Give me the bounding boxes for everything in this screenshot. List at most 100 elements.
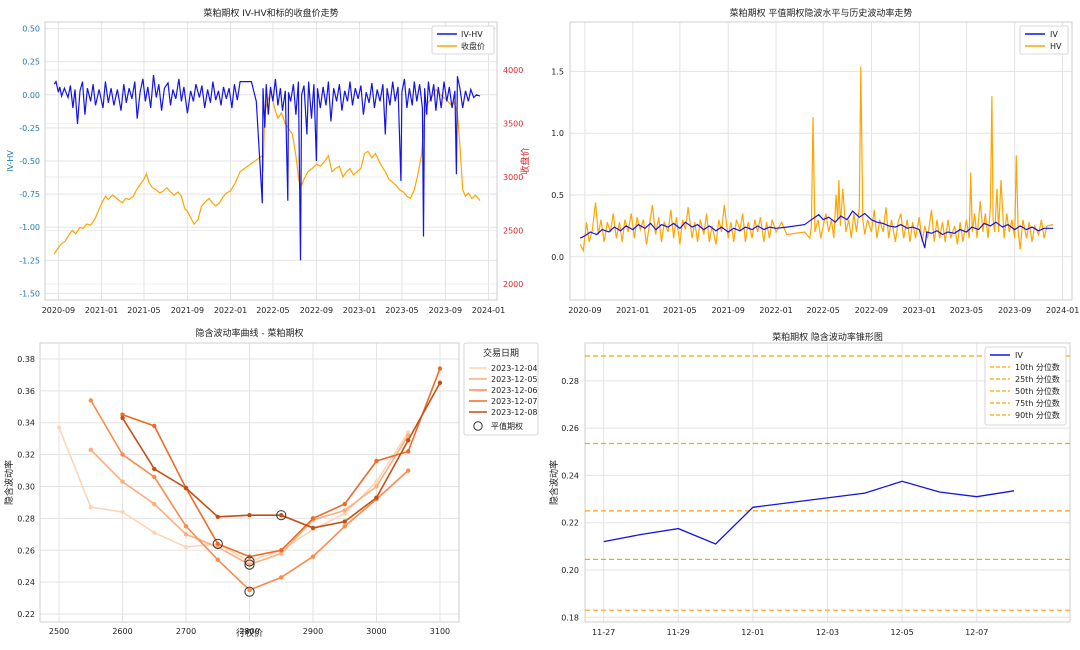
x-tick-label: 3000 [366, 627, 386, 636]
x-tick-label: 2024-01 [472, 306, 505, 315]
series-iv-line [603, 480, 1015, 545]
y-tick-label: 0.24 [561, 471, 579, 480]
smile-point [310, 516, 316, 521]
smile-point [56, 425, 62, 430]
y-axis-label: 隐含波动率 [548, 460, 560, 505]
y-tick-label: 1.5 [551, 67, 564, 76]
x-tick-label: 12-07 [965, 628, 988, 637]
legend-label: 收盘价 [461, 41, 485, 51]
y-tick-label: 0.22 [561, 519, 579, 528]
x-tick-label: 2900 [303, 627, 323, 636]
x-tick-label: 2020-09 [568, 306, 601, 315]
legend-box [431, 25, 495, 55]
x-tick-label: 2022-09 [300, 306, 333, 315]
smile-point [279, 548, 284, 553]
y-tick-label: 0.28 [17, 514, 35, 523]
chart-iv-hv-levels: 0.0 0.5 1.0 1.5 2020-09 2021-01 2021-05 2021-09… [551, 7, 1079, 315]
x-tick-label: 2022-01 [759, 306, 792, 315]
smile-point [406, 449, 411, 454]
smile-point [183, 485, 189, 491]
y-tick-label: 0.32 [17, 451, 35, 460]
chart-iv-hv: -1.50 -1.25 -1.00 -0.75 -0.50 -0.25 0.00 0.25 0.… [6, 7, 531, 315]
smile-point [437, 380, 443, 386]
smile-point [215, 557, 220, 563]
smile-point [152, 530, 157, 535]
legend-label: 2023-12-07 [491, 397, 538, 406]
x-tick-label: 2024-01 [1046, 306, 1079, 315]
y-tick-label: 0.25 [22, 58, 40, 67]
smile-point [310, 525, 316, 531]
x-tick-label: 12-03 [816, 628, 839, 637]
legend-atm-swatch [473, 421, 483, 431]
smile-point [406, 468, 411, 473]
legend-label: 10th 分位数 [1015, 362, 1060, 372]
smile-point [342, 501, 347, 507]
legend-label: IV [1050, 30, 1058, 39]
smile-point [183, 532, 189, 537]
chart-title: 菜粕期权 平值期权隐波水平与历史波动率走势 [730, 7, 913, 19]
legend-label: 25th 分位数 [1015, 374, 1060, 384]
chart-title: 菜粕期权 IV-HV和标的收盘价走势 [203, 7, 338, 19]
legend: IV-HV 收盘价 [431, 25, 495, 55]
y-tick-label: 0.50 [22, 25, 40, 34]
smile-point [342, 508, 347, 513]
smile-point [120, 415, 125, 421]
smile-point [247, 512, 252, 518]
smile-point [310, 554, 316, 559]
smile-point [374, 495, 379, 500]
series-iv-line [579, 210, 1054, 249]
smile-point [374, 458, 379, 464]
y-tick-label: -1.50 [19, 289, 40, 298]
smile-point [120, 412, 125, 417]
smile-point [279, 575, 284, 580]
y-tick-label: 0.24 [17, 578, 35, 587]
x-tick-label: 3100 [430, 627, 450, 636]
legend-label: 50th 分位数 [1015, 386, 1060, 396]
smile-point [152, 423, 157, 429]
x-tick-label: 2021-01 [616, 306, 649, 315]
y-axis-label: 隐含波动率 [3, 460, 15, 505]
x-tick-label: 2023-09 [998, 306, 1031, 315]
legend-label: HV [1050, 42, 1062, 51]
x-tick-label: 2022-05 [256, 306, 289, 315]
smile-point [215, 514, 220, 519]
smile-point [152, 466, 157, 472]
atm-marker [244, 586, 255, 597]
y-tick-label: 0.18 [561, 613, 579, 622]
x-tick-label: 2022-05 [806, 306, 839, 315]
x-tick-label: 12-05 [890, 628, 913, 637]
x-tick-label: 2020-09 [42, 306, 75, 315]
y-right-axis-label: 收盘价 [519, 147, 531, 174]
smile-line-2023-12-04 [58, 427, 409, 563]
smile-point [342, 524, 347, 529]
x-tick-label: 2021-09 [711, 306, 744, 315]
legend: 交易日期 2023-12-04 2023-12-05 2023-12-06 2023-1… [463, 342, 539, 436]
smile-point [279, 512, 284, 518]
smile-point [374, 479, 379, 484]
legend-label: 2023-12-08 [491, 408, 538, 417]
x-tick-label: 2021-05 [663, 306, 696, 315]
legend-label: 平值期权 [491, 421, 523, 431]
x-tick-label: 2800 [239, 627, 259, 636]
legend: IV 10th 分位数 25th 分位数 50th 分位数 75th 分位数 90th 分… [984, 346, 1067, 426]
atm-marker [244, 556, 255, 567]
x-tick-label: 2023-01 [343, 306, 376, 315]
y-tick-label: 0.0 [551, 253, 564, 262]
smile-point [152, 474, 157, 480]
smile-point [120, 452, 125, 457]
y-tick-label: 1.0 [551, 129, 564, 138]
plot-frame [584, 342, 1071, 623]
y-tick-label: 0.00 [22, 91, 40, 100]
x-tick-label: 11-29 [667, 628, 690, 637]
y-right-tick-label: 3500 [503, 120, 523, 129]
y-tick-label: -0.25 [19, 124, 40, 133]
y-tick-label: -1.25 [19, 256, 40, 265]
x-tick-label: 2600 [112, 627, 132, 636]
y-tick-label: -0.50 [19, 157, 40, 166]
x-tick-label: 2023-01 [903, 306, 936, 315]
y-tick-label: 0.28 [561, 377, 579, 386]
y-right-tick-label: 2000 [503, 280, 523, 289]
legend-title: 交易日期 [483, 347, 519, 359]
